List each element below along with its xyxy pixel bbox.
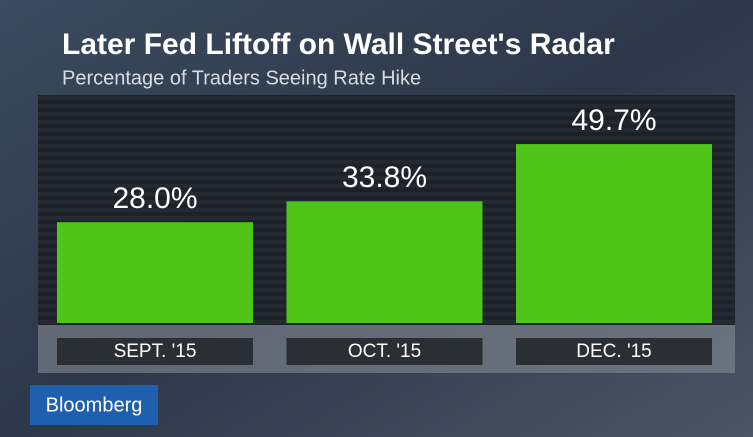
bar	[516, 144, 712, 323]
x-tick-label: DEC. '15	[576, 341, 651, 362]
brand-box	[30, 385, 158, 425]
category-box	[286, 338, 483, 365]
bar	[57, 222, 253, 323]
category-box	[516, 338, 712, 365]
value-label: 28.0%	[112, 182, 197, 215]
brand-logo: Bloomberg	[46, 394, 143, 416]
value-label: 49.7%	[571, 104, 656, 137]
chart-subtitle: Percentage of Traders Seeing Rate Hike	[62, 67, 421, 89]
x-tick-label: OCT. '15	[348, 341, 421, 362]
chart-title: Later Fed Liftoff on Wall Street's Radar	[62, 28, 615, 61]
category-box	[57, 338, 253, 365]
x-tick-label: SEPT. '15	[114, 341, 197, 362]
bar	[286, 201, 483, 323]
value-label: 33.8%	[342, 161, 427, 194]
